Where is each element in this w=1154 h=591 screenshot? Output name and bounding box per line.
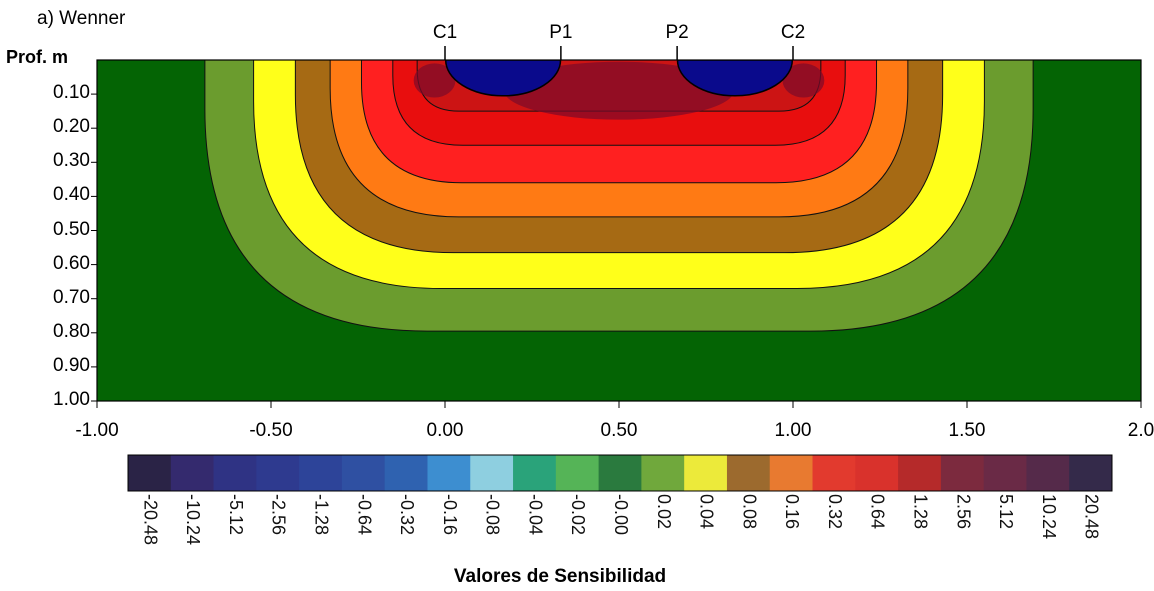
x-tick-label: -1.00: [75, 420, 119, 441]
colorbar-swatch: [1026, 455, 1070, 491]
y-tick-label: 0.70: [53, 286, 90, 308]
positive-lobe: [413, 63, 456, 98]
colorbar-tick-label: -0.04: [525, 494, 546, 536]
colorbar-tick-label: -2.56: [268, 494, 289, 536]
y-tick-label: 0.90: [53, 354, 90, 376]
colorbar-tick-label: -20.48: [140, 494, 161, 546]
positive-lobe: [504, 61, 734, 120]
colorbar-tick-label: -0.08: [482, 494, 503, 536]
colorbar-swatch: [213, 455, 257, 491]
colorbar-tick-label: 20.48: [1081, 494, 1102, 540]
colorbar-swatch: [812, 455, 856, 491]
positive-lobe: [782, 63, 825, 98]
colorbar-tick-label: 0.64: [867, 494, 888, 530]
colorbar-swatch: [855, 455, 899, 491]
colorbar-swatch: [470, 455, 514, 491]
colorbar-swatch: [1069, 455, 1113, 491]
colorbar-tick-label: 2.56: [953, 494, 974, 530]
y-axis-label: Prof. m: [6, 47, 69, 67]
colorbar-swatch: [983, 455, 1027, 491]
colorbar-tick-label: -0.16: [439, 494, 460, 536]
y-tick-label: 0.10: [53, 82, 90, 104]
electrode-label: C1: [432, 22, 458, 43]
plot-axes: [91, 46, 1142, 408]
colorbar-tick-label: -0.32: [397, 494, 418, 536]
colorbar-swatch: [299, 455, 343, 491]
colorbar-tick-label: -10.24: [183, 494, 204, 546]
electrode-label: P1: [549, 22, 573, 43]
x-tick-label: 0.50: [600, 420, 638, 441]
y-tick-label: 0.30: [53, 150, 90, 172]
colorbar-tick-label: 5.12: [996, 494, 1017, 530]
colorbar-swatch: [726, 455, 771, 491]
negative-lobe: [444, 60, 562, 97]
colorbar-tick-label: 0.04: [696, 494, 717, 530]
contour-field: [97, 60, 1141, 401]
x-tick-label: 1.00: [774, 420, 812, 441]
colorbar-swatch: [769, 455, 814, 491]
x-tick-label: 2.0: [1127, 420, 1154, 441]
panel-label: a) Wenner: [37, 8, 126, 29]
colorbar-swatch: [940, 455, 985, 491]
colorbar-swatch: [555, 455, 600, 491]
colorbar-swatch: [641, 455, 685, 491]
colorbar-swatch: [684, 455, 728, 491]
colorbar-tick-label: -1.28: [311, 494, 332, 536]
colorbar-tick-label: 1.28: [910, 494, 931, 530]
colorbar-tick-label: -0.00: [611, 494, 631, 536]
colorbar-swatch: [341, 455, 386, 491]
colorbar-tick-label: -5.12: [225, 494, 246, 536]
y-tick-label: 0.40: [53, 184, 90, 206]
y-tick-label: 0.20: [53, 116, 90, 138]
colorbar-tick-label: 0.08: [739, 494, 760, 530]
electrode-label: C2: [780, 22, 806, 43]
colorbar-swatch: [598, 455, 642, 491]
x-tick-label: -0.50: [249, 420, 293, 441]
colorbar-tick-label: 0.02: [653, 494, 674, 530]
colorbar-title: Valores de Sensibilidad: [453, 566, 667, 587]
colorbar-frame: [127, 454, 1113, 492]
colorbar-swatch: [128, 455, 172, 491]
x-tick-label: 1.50: [948, 420, 986, 441]
colorbar-tick-label: -0.64: [354, 494, 375, 536]
colorbar-tick-label: 10.24: [1038, 494, 1059, 540]
colorbar-swatch: [256, 455, 300, 491]
colorbar-swatch: [170, 455, 215, 491]
colorbar-tick-label: 0.32: [824, 494, 845, 530]
electrode-label: P2: [665, 22, 689, 43]
negative-lobe: [676, 60, 794, 97]
colorbar-tick-label: 0.16: [782, 494, 803, 530]
y-tick-label: 0.60: [53, 252, 90, 274]
y-tick-label: 1.00: [53, 389, 90, 410]
colorbar-tick-label: -0.02: [568, 494, 589, 536]
colorbar-swatch: [427, 455, 471, 491]
colorbar-swatch: [513, 455, 557, 491]
x-tick-label: 0.00: [426, 420, 464, 441]
y-tick-label: 0.80: [53, 320, 90, 342]
y-tick-label: 0.50: [53, 218, 90, 240]
colorbar-swatch: [898, 455, 942, 491]
colorbar-swatch: [384, 455, 428, 491]
colorbar: [127, 454, 1113, 492]
